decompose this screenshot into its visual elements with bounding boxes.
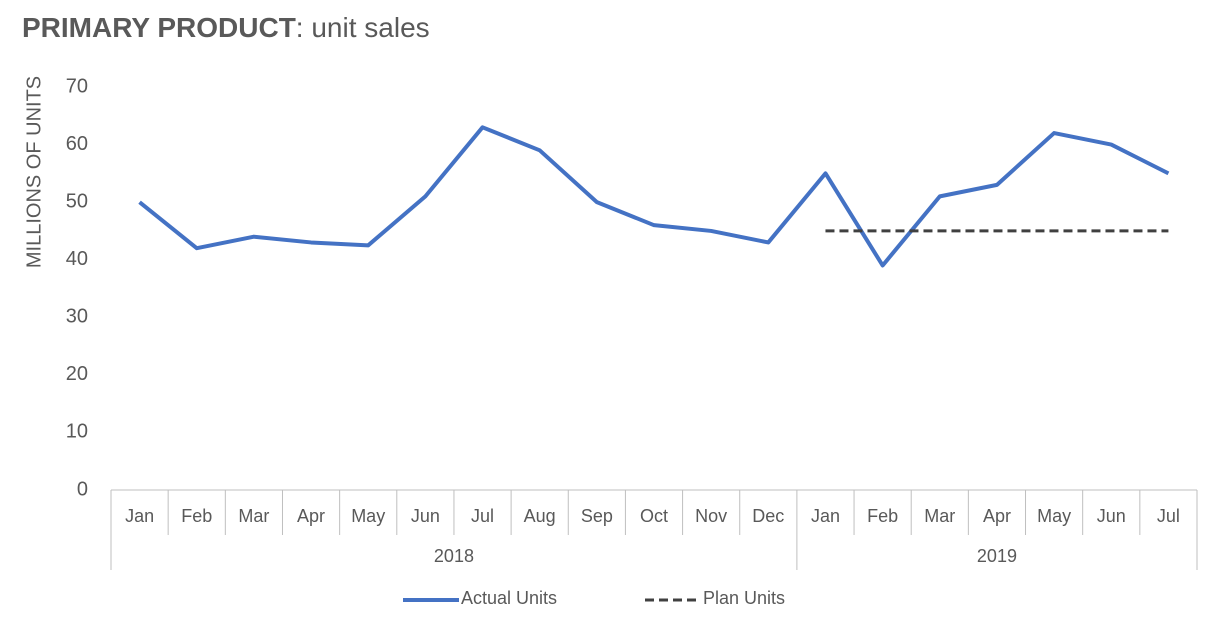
x-tick-label: Jan xyxy=(811,506,840,526)
y-tick-label: 20 xyxy=(66,363,88,385)
legend-label: Plan Units xyxy=(703,588,785,608)
x-tick-label: Dec xyxy=(752,506,784,526)
x-tick-label: Feb xyxy=(867,506,898,526)
title-rest: : unit sales xyxy=(296,12,430,43)
chart-title: PRIMARY PRODUCT: unit sales xyxy=(22,12,430,43)
y-tick-label: 30 xyxy=(66,306,88,328)
y-tick-label: 60 xyxy=(66,133,88,155)
x-tick-label: Feb xyxy=(181,506,212,526)
x-tick-label: Jan xyxy=(125,506,154,526)
x-tick-label: May xyxy=(351,506,385,526)
y-tick-label: 40 xyxy=(66,248,88,270)
y-tick-label: 0 xyxy=(77,478,88,500)
x-tick-label: Sep xyxy=(581,506,613,526)
x-tick-label: Nov xyxy=(695,506,727,526)
x-tick-label: Apr xyxy=(297,506,325,526)
y-tick-label: 50 xyxy=(66,190,88,212)
x-tick-label: Jul xyxy=(471,506,494,526)
group-label: 2018 xyxy=(434,546,474,566)
x-tick-label: Aug xyxy=(524,506,556,526)
y-axis-label: MILLIONS OF UNITS xyxy=(23,76,45,268)
y-tick-label: 10 xyxy=(66,421,88,443)
x-tick-label: Mar xyxy=(924,506,955,526)
x-tick-label: Jun xyxy=(1097,506,1126,526)
x-tick-label: Oct xyxy=(640,506,668,526)
x-tick-label: Jun xyxy=(411,506,440,526)
title-bold: PRIMARY PRODUCT xyxy=(22,12,296,43)
group-label: 2019 xyxy=(977,546,1017,566)
x-tick-label: Jul xyxy=(1157,506,1180,526)
x-tick-label: May xyxy=(1037,506,1071,526)
x-tick-label: Mar xyxy=(238,506,269,526)
y-tick-label: 70 xyxy=(66,75,88,97)
x-tick-label: Apr xyxy=(983,506,1011,526)
legend-label: Actual Units xyxy=(461,588,557,608)
series-line xyxy=(138,125,1170,268)
